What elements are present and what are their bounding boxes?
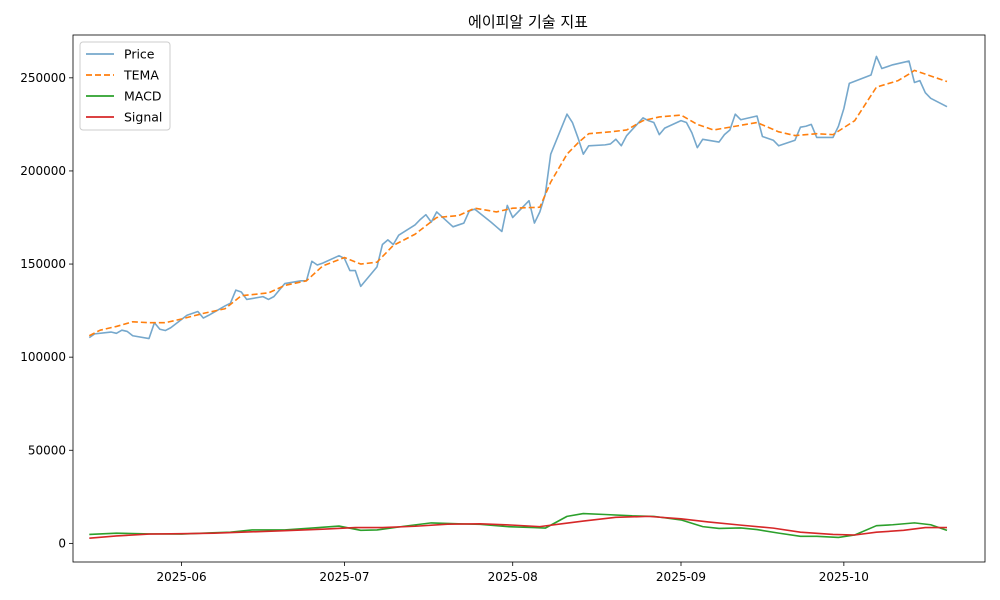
y-tick-label: 50000: [28, 443, 66, 457]
series-line-tema: [88, 69, 948, 337]
series-line-macd: [89, 512, 948, 539]
legend-box: [79, 41, 171, 131]
y-tick-label: 200000: [20, 164, 66, 178]
chart-title: 에이피알 기술 지표: [468, 13, 588, 31]
legend-label-macd: MACD: [124, 89, 161, 104]
x-tick-label: 2025-10: [819, 570, 869, 584]
x-tick-label: 2025-07: [319, 570, 369, 584]
y-tick-label: 0: [58, 536, 66, 550]
y-axis: 0 50000 100000 150000 200000 250000: [20, 71, 73, 550]
x-tick-label: 2025-09: [656, 570, 706, 584]
x-tick-label: 2025-06: [157, 570, 207, 584]
series-line-price: [88, 55, 948, 340]
plot-area: [88, 55, 948, 539]
x-tick-label: 2025-08: [488, 570, 538, 584]
legend-label-tema: TEMA: [123, 68, 159, 83]
series-line-signal: [89, 515, 947, 539]
y-tick-label: 100000: [20, 350, 66, 364]
legend-label-signal: Signal: [124, 110, 162, 125]
y-tick-label: 150000: [20, 257, 66, 271]
plot-frame: [72, 34, 986, 563]
y-tick-label: 250000: [20, 71, 66, 85]
legend: Price TEMA MACD Signal: [79, 41, 171, 131]
legend-label-price: Price: [124, 47, 155, 62]
x-axis: 2025-06 2025-07 2025-08 2025-09 2025-10: [157, 562, 869, 584]
